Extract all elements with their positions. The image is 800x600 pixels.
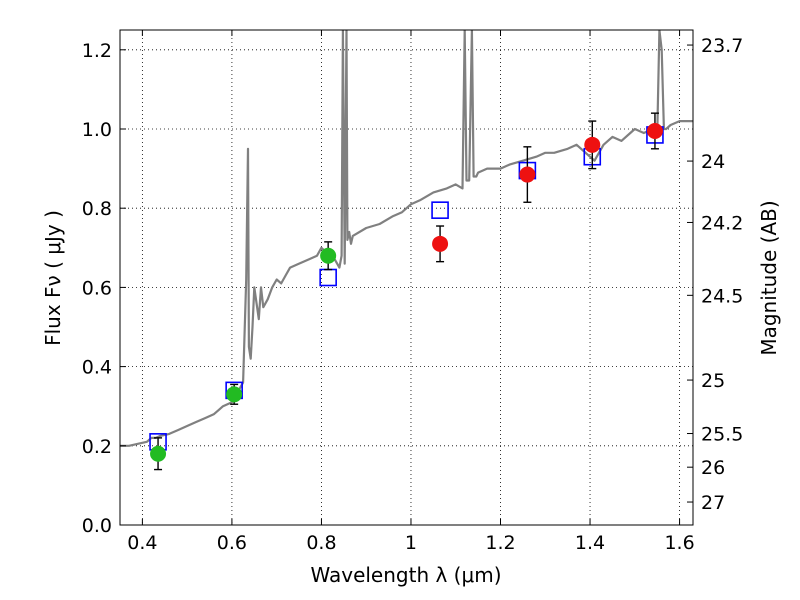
red-point (432, 235, 449, 252)
y-tick-label: 0.6 (82, 277, 112, 299)
y-tick-label: 0.8 (82, 198, 112, 220)
spectrum-layer (120, 30, 693, 447)
grid-lines (120, 30, 693, 526)
right-axis-label: Magnitude (AB) (757, 200, 781, 355)
green-point (226, 386, 243, 403)
y-tick-label: 0.2 (82, 436, 112, 458)
y-tick-label: 1.2 (82, 40, 112, 62)
model-box (319, 268, 337, 287)
x-axis-label: Wavelength λ (μm) (310, 563, 501, 587)
y-axis-label: Flux Fν ( μJy ) (41, 210, 65, 346)
x-tick-label: 1 (405, 532, 417, 554)
x-tick-label: 0.4 (127, 532, 157, 554)
right-tick-label: 24.2 (701, 212, 743, 234)
plot-frame (119, 29, 694, 526)
y-tick-label: 0.0 (82, 515, 112, 537)
right-tick-label: 26 (701, 457, 725, 479)
x-tick-label: 1.4 (575, 532, 605, 554)
right-tick-label: 25 (701, 370, 725, 392)
x-tick-label: 1.2 (485, 532, 515, 554)
green-point (150, 445, 167, 462)
red-point (646, 122, 663, 139)
points-layer (149, 112, 664, 471)
model-box (431, 201, 449, 219)
right-tick-label: 24 (701, 151, 725, 173)
right-tick-label: 24.5 (701, 285, 743, 307)
x-tick-label: 0.8 (306, 532, 336, 554)
green-point (320, 247, 337, 264)
right-tick-label: 25.5 (701, 424, 743, 446)
red-point (584, 136, 601, 153)
x-tick-label: 1.6 (664, 532, 694, 554)
right-tick-label: 27 (701, 492, 725, 514)
right-tick-label: 23.7 (701, 35, 743, 57)
red-point (519, 166, 536, 183)
x-tick-label: 0.6 (217, 532, 247, 554)
axis-ticks: 0.4 0.6 0.8 1 1.2 1.4 1.6 0.0 0.2 0.4 0.6 0.8 1.0 1.2… (82, 30, 743, 554)
spectrum-line (120, 30, 693, 447)
y-tick-label: 0.4 (82, 357, 112, 379)
y-tick-label: 1.0 (82, 119, 112, 141)
